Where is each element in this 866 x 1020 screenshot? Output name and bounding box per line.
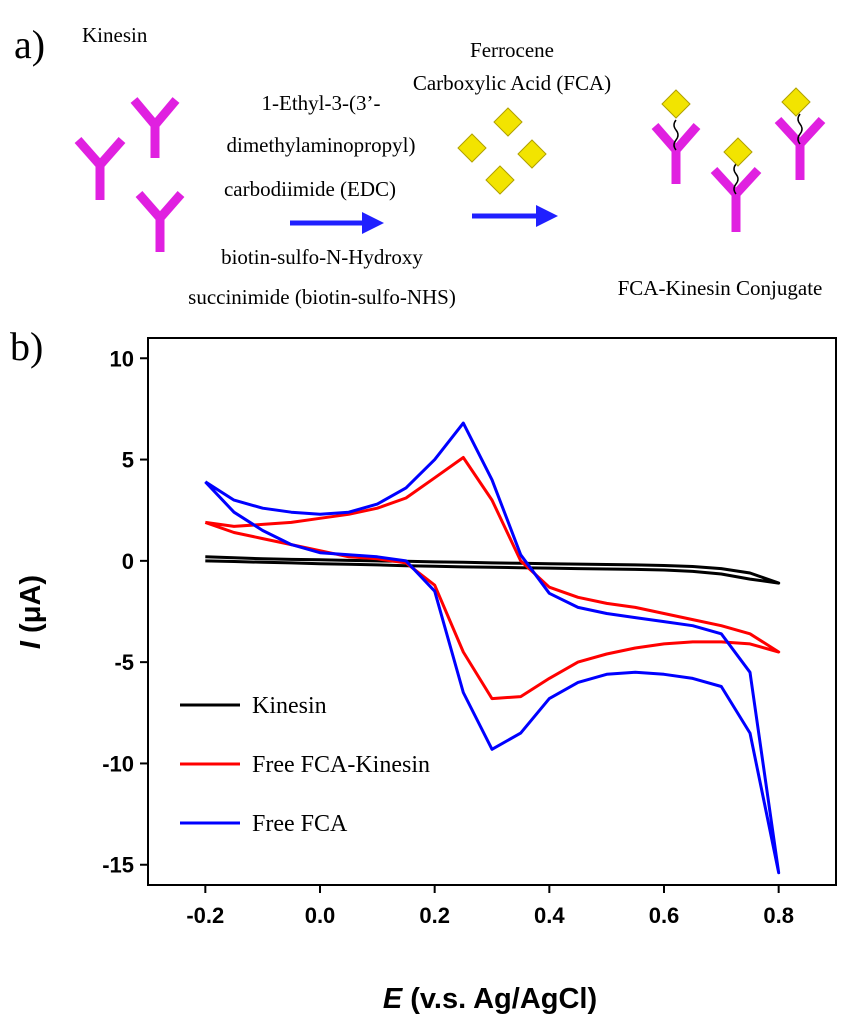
y-tick-label: 0 — [122, 549, 134, 574]
product-label: FCA-Kinesin Conjugate — [618, 276, 823, 300]
y-label-symbol: I — [15, 640, 47, 649]
x-tick-label: 0.4 — [534, 903, 565, 928]
x-axis-label: E (v.s. Ag/AgCl) — [383, 983, 597, 1015]
reagent-text: Ferrocene — [470, 38, 554, 62]
y-label-unit: (μA) — [15, 575, 47, 633]
y-tick-label: -5 — [114, 650, 134, 675]
data-line — [205, 557, 778, 583]
arrows — [290, 205, 558, 234]
y-tick-label: 10 — [110, 346, 134, 371]
x-tick-label: -0.2 — [186, 903, 224, 928]
reagent-text: Carboxylic Acid (FCA) — [413, 71, 611, 95]
reagent-text: 1-Ethyl-3-(3’- — [262, 91, 381, 115]
figure: a) Kinesin 1-Ethyl-3-(3’- dimethylaminop… — [0, 0, 866, 1020]
panel-label: a) — [14, 22, 45, 67]
reactant-label: Kinesin — [82, 23, 148, 47]
x-tick-label: 0.2 — [419, 903, 450, 928]
data-line — [205, 458, 778, 699]
data-line — [205, 423, 778, 873]
x-tick-label: 0.6 — [649, 903, 680, 928]
legend-label: Kinesin — [252, 693, 327, 719]
x-label-unit: (v.s. Ag/AgCl) — [410, 983, 597, 1015]
x-tick-label: 0.8 — [763, 903, 794, 928]
legend-label: Free FCA-Kinesin — [252, 752, 430, 778]
legend-label: Free FCA — [252, 811, 348, 837]
y-tick-label: -10 — [102, 751, 134, 776]
reagent-text: dimethylaminopropyl) — [227, 133, 416, 157]
fca-diamonds — [458, 108, 546, 194]
x-tick-label: 0.0 — [305, 903, 336, 928]
panel-label: b) — [10, 324, 43, 369]
kinesin-icons — [78, 100, 181, 252]
reagent-text: succinimide (biotin-sulfo-NHS) — [188, 285, 456, 309]
conjugate-icons — [655, 88, 822, 232]
plot-frame — [148, 338, 836, 885]
x-label-symbol: E — [383, 983, 404, 1015]
y-tick-label: -15 — [102, 853, 134, 878]
reagent-text: carbodiimide (EDC) — [224, 177, 396, 201]
reagent-text: biotin-sulfo-N-Hydroxy — [221, 245, 423, 269]
y-axis-label: I (μA) — [15, 575, 47, 649]
y-tick-label: 5 — [122, 448, 134, 473]
